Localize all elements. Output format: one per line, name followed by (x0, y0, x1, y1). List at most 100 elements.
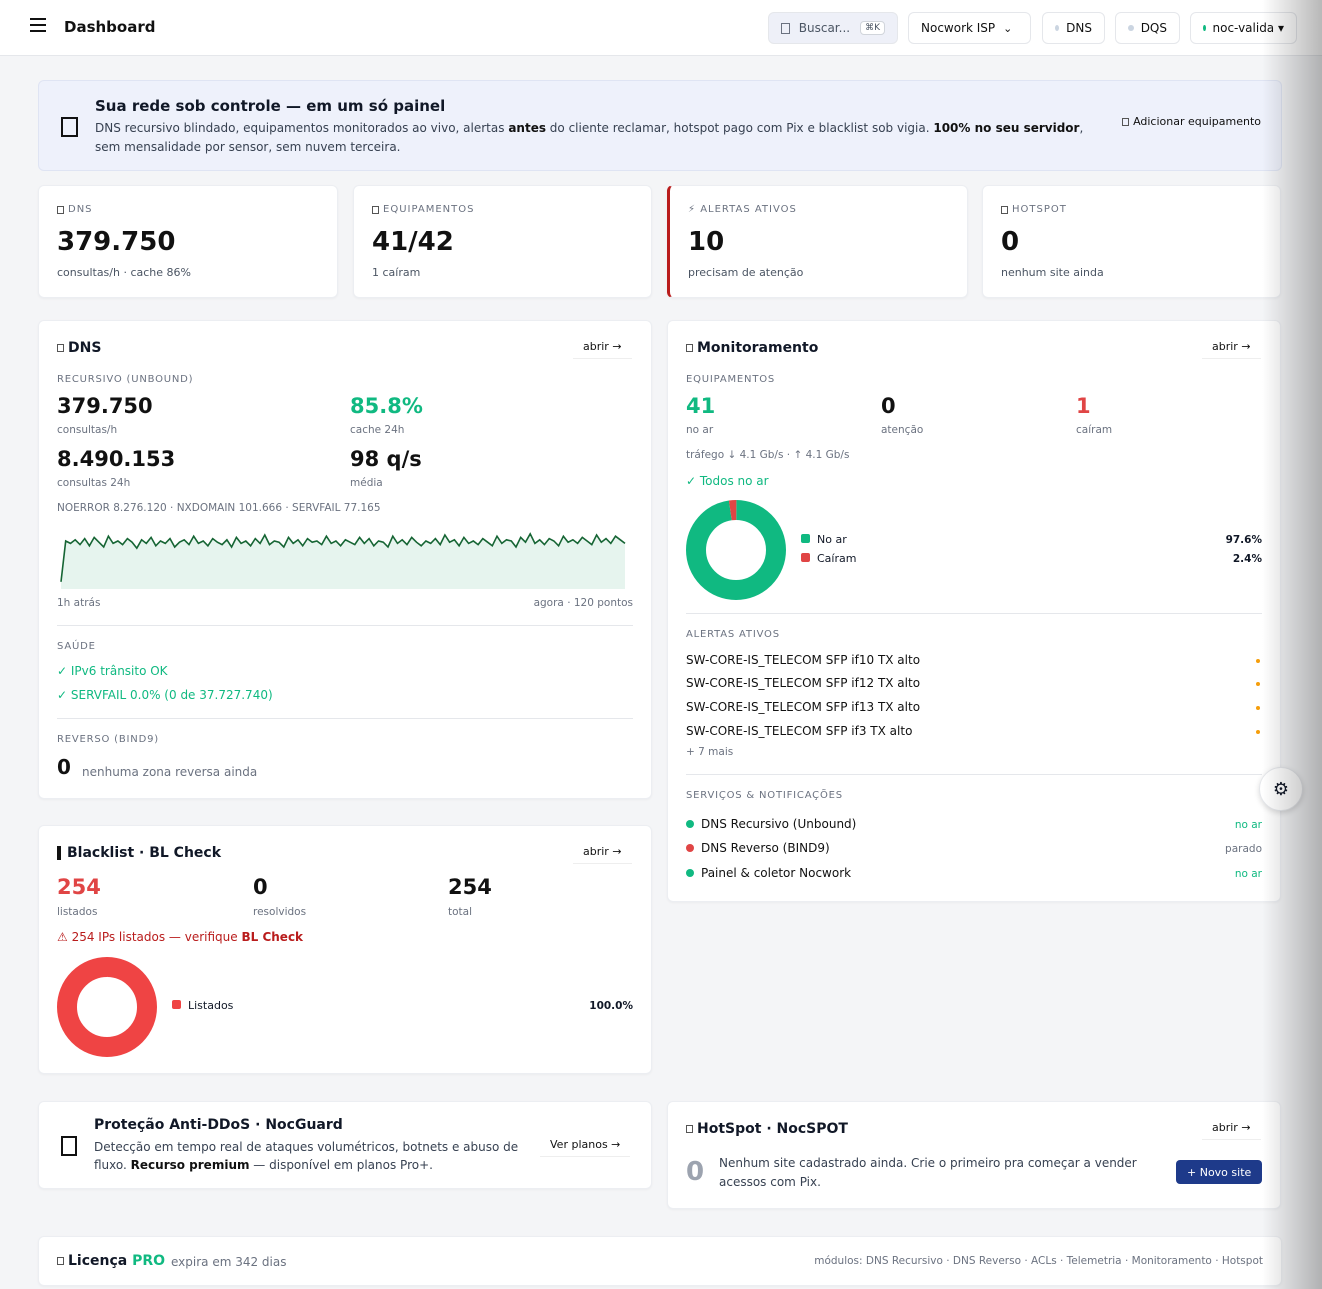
stat-label: HOTSPOT (1012, 204, 1067, 215)
ddos-text-part: — disponível em planos Pro+. (249, 1158, 433, 1172)
ddos-card: Proteção Anti-DDoS · NocGuard Detecção e… (38, 1101, 652, 1189)
devices-up-caption: no ar (686, 424, 714, 436)
more-alerts-link[interactable]: + 7 mais (686, 746, 734, 758)
stat-label-wrap: ⚡ ALERTAS ATIVOS (688, 204, 797, 215)
donut-slice (686, 500, 786, 600)
legend-label: Caíram (817, 552, 857, 565)
stat-card-alerts[interactable]: ⚡ ALERTAS ATIVOS 10 precisam de atenção (667, 185, 968, 298)
bl-check-link[interactable]: BL Check (241, 930, 304, 944)
dns-card: DNS abrir → RECURSIVO (UNBOUND) 379.750 … (38, 320, 652, 799)
stat-label: ⚡ ALERTAS ATIVOS (688, 204, 797, 215)
stat-label-wrap: HOTSPOT (1001, 204, 1067, 215)
stat-label: EQUIPAMENTOS (383, 204, 475, 215)
status-dot-icon (686, 844, 694, 852)
status-dot-icon (686, 820, 694, 828)
legend-item: Caíram (801, 552, 856, 565)
menu-icon[interactable] (30, 18, 46, 32)
service-name: DNS Reverso (BIND9) (701, 841, 830, 855)
dns-open-link[interactable]: abrir → (573, 335, 632, 359)
org-label: Nocwork ISP (921, 21, 996, 35)
license-modules: módulos: DNS Recursivo · DNS Reverso · A… (814, 1255, 1263, 1267)
queries-24h-caption: consultas 24h (57, 477, 131, 489)
legend-percent: 100.0% (589, 1000, 633, 1012)
service-status: parado (1225, 843, 1262, 855)
listed-caption: listados (57, 906, 98, 918)
warning-dot-icon (1256, 706, 1260, 710)
section-label: SAÚDE (57, 641, 96, 652)
legend-swatch (801, 534, 810, 543)
see-plans-button[interactable]: Ver planos → (540, 1133, 631, 1157)
legend-item: Listados (172, 999, 233, 1012)
org-select[interactable]: Nocwork ISP ⌄ (908, 12, 1031, 44)
alert-item[interactable]: SW-CORE-IS_TELECOM SFP if10 TX alto (686, 653, 921, 667)
dqs-status-label: DQS (1140, 21, 1167, 35)
card-title-text: DNS (68, 340, 102, 356)
legend-label: No ar (817, 533, 847, 546)
devices-up: 41 (686, 394, 716, 418)
section-label: ALERTAS ATIVOS (686, 629, 780, 640)
hotspot-card: HotSpot · NocSPOT abrir → 0 Nenhum site … (667, 1101, 1281, 1209)
hotspot-empty-text: Nenhum site cadastrado ainda. Crie o pri… (719, 1156, 1137, 1189)
dqs-status-button[interactable]: DQS (1115, 12, 1180, 44)
dns-status-button[interactable]: DNS (1042, 12, 1105, 44)
reverse-zones-text: nenhuma zona reversa ainda (82, 765, 258, 779)
equipment-icon (372, 205, 379, 214)
alert-item[interactable]: SW-CORE-IS_TELECOM SFP if3 TX alto (686, 724, 913, 738)
user-label: noc-valida ▾ (1212, 21, 1284, 35)
service-status: no ar (1234, 868, 1262, 880)
traffic-rate: tráfego ↓ 4.1 Gb/s · ↑ 4.1 Gb/s (686, 449, 850, 461)
total-count: 254 (448, 875, 492, 899)
dns-status-label: DNS (1066, 21, 1092, 35)
ddos-text-bold: Recurso premium (130, 1158, 250, 1172)
legend-item: No ar (801, 533, 847, 546)
devices-warning: 0 (881, 394, 896, 418)
listed-count: 254 (57, 875, 101, 899)
alert-item[interactable]: SW-CORE-IS_TELECOM SFP if13 TX alto (686, 700, 921, 714)
user-menu-button[interactable]: noc-valida ▾ (1190, 12, 1297, 44)
divider (57, 625, 633, 626)
ddos-title: Proteção Anti-DDoS · NocGuard (94, 1117, 343, 1133)
welcome-banner: Sua rede sob controle — em um só painel … (38, 80, 1282, 171)
service-status: no ar (1234, 819, 1262, 831)
new-site-button[interactable]: + Novo site (1176, 1160, 1263, 1184)
warning-text: ⚠ 254 IPs listados — verifique (57, 930, 242, 944)
blacklist-card: Blacklist · BL Check abrir → 254 listado… (38, 825, 652, 1074)
blacklist-open-link[interactable]: abrir → (573, 840, 632, 864)
series-area (61, 533, 625, 589)
devices-down-caption: caíram (1076, 424, 1113, 436)
section-label: SERVIÇOS & NOTIFICAÇÕES (686, 790, 843, 801)
ddos-text-part: Detecção em tempo real de ataques volumé… (94, 1140, 519, 1172)
alert-item[interactable]: SW-CORE-IS_TELECOM SFP if12 TX alto (686, 676, 921, 690)
monitoring-open-link[interactable]: abrir → (1202, 335, 1261, 359)
license-tier: PRO (132, 1253, 166, 1269)
panel-icon (61, 117, 78, 137)
license-expiry: expira em 342 dias (171, 1255, 287, 1269)
add-equipment-button[interactable]: Adicionar equipamento (1122, 115, 1261, 128)
search-button[interactable]: Buscar... ⌘K (768, 12, 898, 44)
service-item: Painel & coletor Nocwork (686, 866, 851, 880)
card-title-text: Blacklist · BL Check (67, 845, 222, 861)
stat-sub: precisam de atenção (688, 266, 804, 279)
stat-card-equipment[interactable]: EQUIPAMENTOS 41/42 1 caíram (353, 185, 652, 298)
warning-dot-icon (1256, 659, 1260, 663)
legend-label: Listados (188, 999, 234, 1012)
hotspot-open-link[interactable]: abrir → (1202, 1116, 1261, 1140)
page-title: Dashboard (64, 18, 156, 36)
stat-card-dns[interactable]: DNS 379.750 consultas/h · cache 86% (38, 185, 338, 298)
stat-label-wrap: DNS (57, 204, 93, 215)
hotspot-sites-count: 0 (686, 1157, 705, 1187)
qps-caption: média (350, 477, 383, 489)
chevron-down-icon: ⌄ (1003, 21, 1013, 35)
stat-card-hotspot[interactable]: HOTSPOT 0 nenhum site ainda (982, 185, 1281, 298)
all-up-status: ✓ Todos no ar (686, 474, 769, 488)
search-shortcut: ⌘K (860, 21, 885, 35)
dns-icon (57, 344, 64, 352)
status-dot-icon (686, 869, 694, 877)
settings-gear-icon[interactable]: ⚙ (1259, 767, 1303, 811)
blacklist-donut-chart (57, 957, 157, 1057)
warning-dot-icon (1256, 682, 1260, 686)
banner-text-bold: antes (508, 121, 546, 135)
health-check: ✓ SERVFAIL 0.0% (0 de 37.727.740) (57, 688, 273, 702)
donut-slice (57, 957, 157, 1057)
hotspot-card-title: HotSpot · NocSPOT (686, 1121, 848, 1137)
